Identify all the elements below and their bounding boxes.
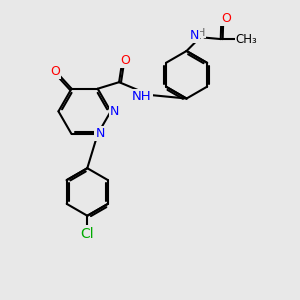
Text: O: O: [221, 12, 231, 25]
Text: N: N: [190, 29, 199, 42]
Text: Cl: Cl: [80, 226, 94, 241]
Text: CH₃: CH₃: [236, 33, 257, 46]
Text: O: O: [120, 54, 130, 67]
Text: H: H: [197, 28, 206, 38]
Text: NH: NH: [132, 90, 152, 103]
Text: O: O: [50, 65, 60, 78]
Text: N: N: [95, 127, 105, 140]
Text: N: N: [110, 105, 119, 118]
